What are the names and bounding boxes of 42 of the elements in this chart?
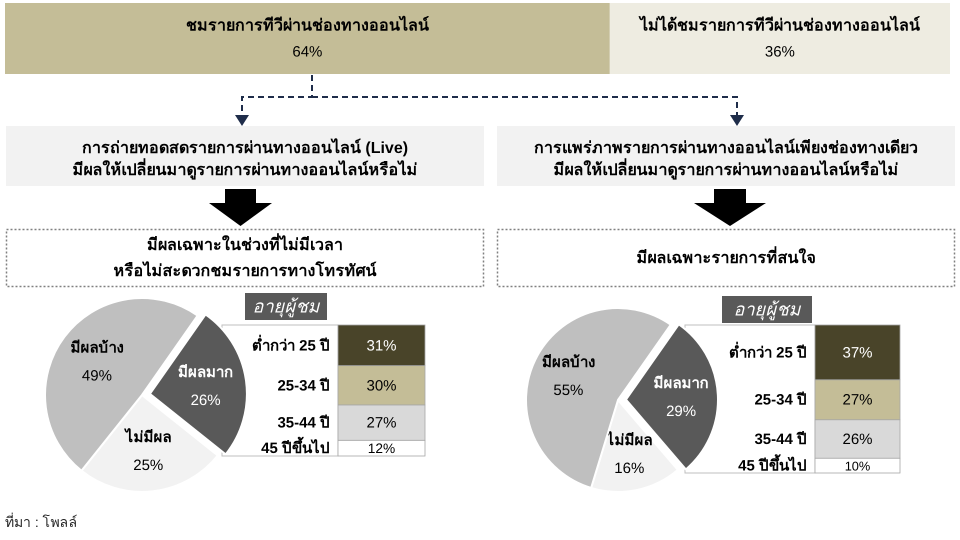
series-label: 25-34 ปี [277, 376, 330, 394]
data-label: 10% [844, 458, 870, 474]
data-label: 31% [366, 336, 397, 354]
data-label: 55% [553, 381, 584, 398]
series-label: ไม่ได้ชมรายการทีวีผ่านช่องทางออนไลน์ [638, 15, 920, 34]
data-label: 27% [366, 414, 397, 432]
data-label: 64% [292, 43, 322, 60]
series-label: ชมรายการทีวีผ่านช่องทางออนไลน์ [186, 15, 429, 34]
series-label: 45 ปีขึ้นไป [261, 436, 330, 457]
slice-label: ไม่มีผล [604, 430, 652, 449]
text: มีผลเฉพาะในช่วงที่ไม่มีเวลา [147, 232, 343, 254]
data-label: 25% [133, 456, 164, 474]
text: การแพร่ภาพรายการผ่านทางออนไลน์เพียงช่องทางเดียว [534, 138, 918, 156]
data-label: 16% [614, 460, 644, 477]
chart-title: อายุผู้ชม [252, 296, 320, 318]
data-label: 12% [368, 440, 396, 456]
series-label: 35-44 ปี [754, 430, 807, 448]
slice-label: ไม่มีผล [123, 426, 172, 446]
slice-label: มีผลมาก [654, 374, 709, 392]
text: มีผลให้เปลี่ยนมาดูรายการผ่านทางออนไลน์หรือไม่ [72, 158, 418, 180]
series-label: 35-44 ปี [277, 414, 330, 432]
series-label: ต่ำกว่า 25 ปี [252, 334, 330, 354]
data-label: 36% [764, 43, 795, 60]
data-label: 37% [842, 344, 873, 361]
text: ที่มา : โพลล์ [5, 513, 78, 530]
data-label: 30% [366, 376, 397, 394]
text: มีผลให้เปลี่ยนมาดูรายการผ่านทางออนไลน์หรือไม่ [554, 158, 898, 180]
series-label: 45 ปีขึ้นไป [738, 453, 807, 474]
slice-label: มีผลมาก [178, 363, 234, 380]
slice-label: มีผลบ้าง [70, 338, 124, 356]
text: การถ่ายทอดสดรายการผ่านทางออนไลน์ (Live) [82, 138, 408, 156]
series-label: 25-34 ปี [754, 391, 807, 408]
data-label: 26% [842, 430, 873, 448]
slice-label: มีผลบ้าง [542, 353, 595, 370]
series-label: ต่ำกว่า 25 ปี [728, 340, 807, 361]
text: มีผลเฉพาะรายการที่สนใจ [636, 246, 816, 266]
chart-title: อายุผู้ชม [734, 300, 802, 320]
data-label: 27% [842, 391, 873, 408]
data-label: 26% [190, 391, 221, 408]
data-label: 49% [82, 366, 112, 384]
data-label: 29% [666, 402, 696, 420]
text: หรือไม่สะดวกชมรายการทางโทรทัศน์ [114, 260, 376, 280]
